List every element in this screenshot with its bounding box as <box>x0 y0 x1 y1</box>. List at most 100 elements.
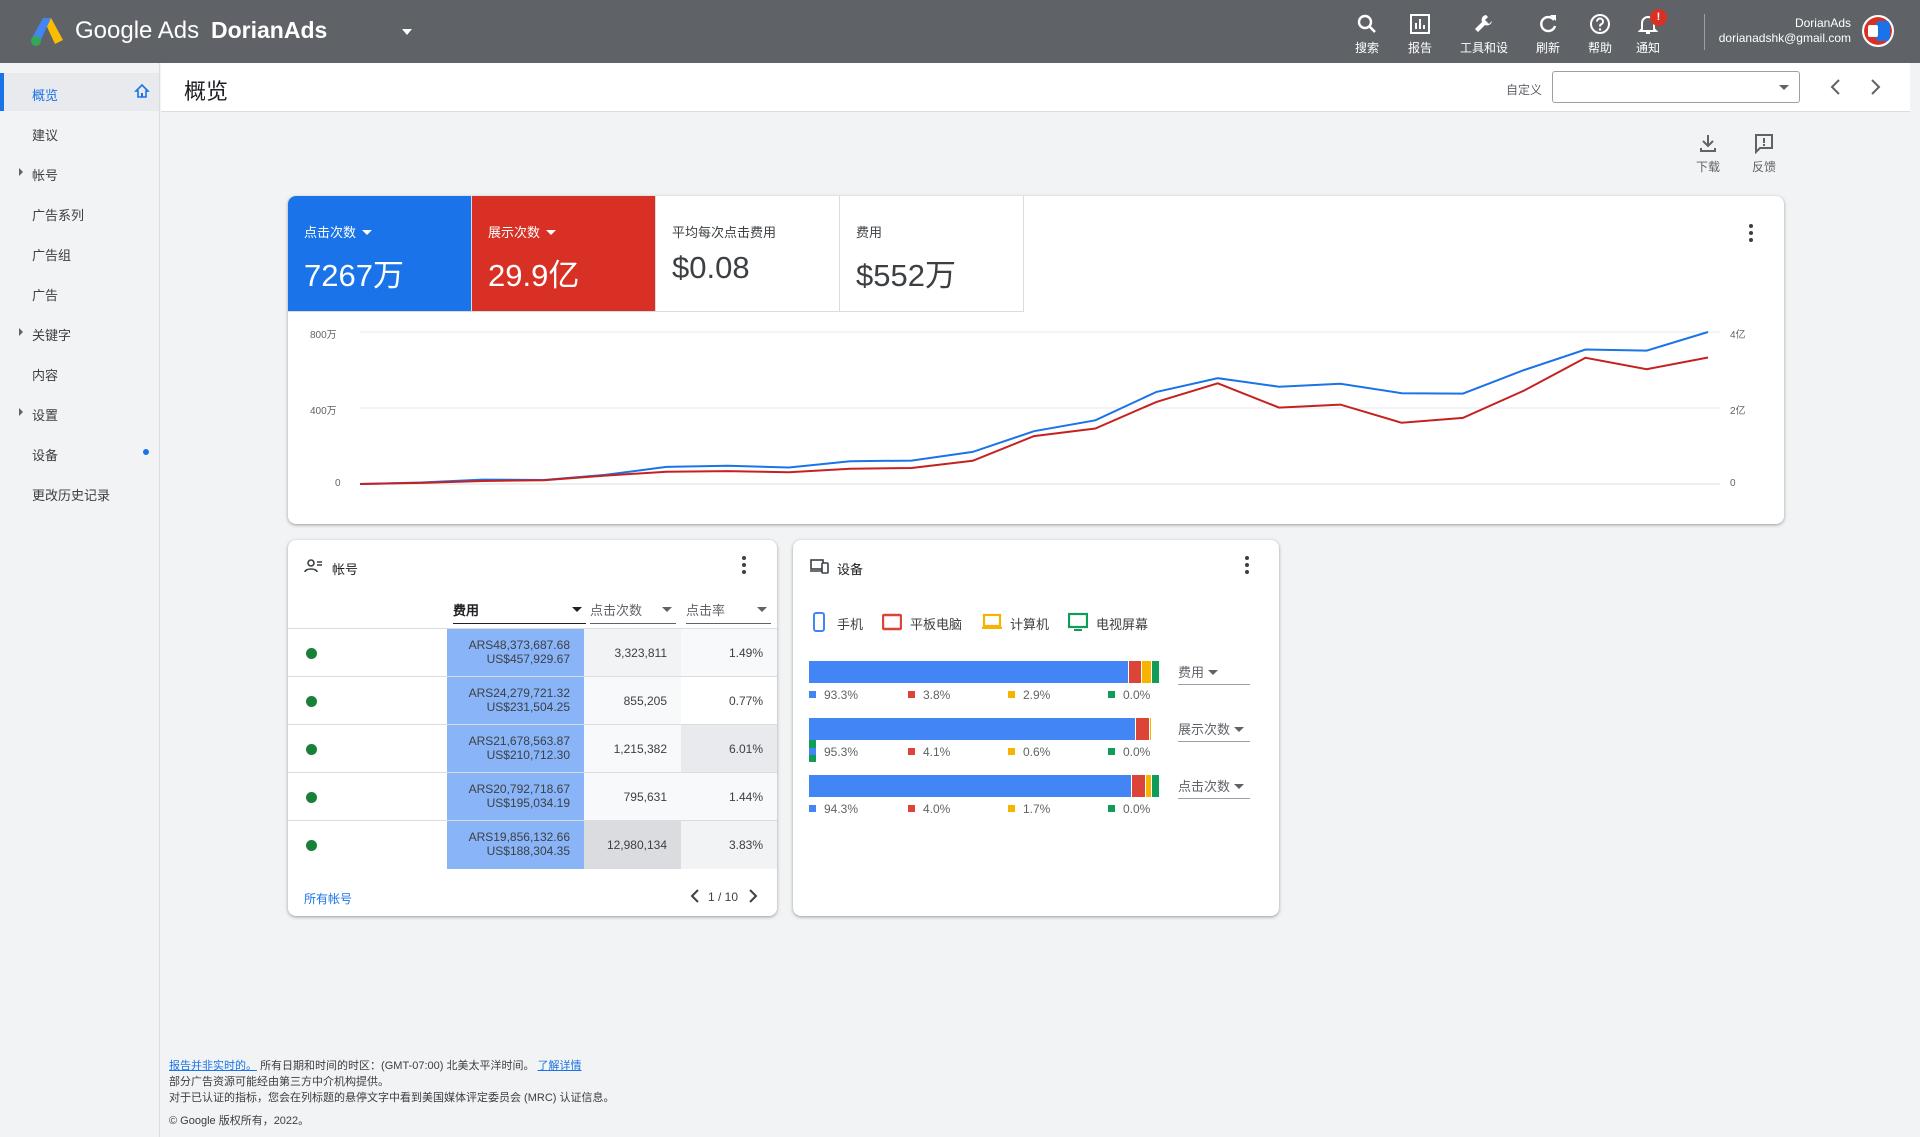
table-row[interactable]: ARS19,856,132.66 US$188,304.35 12,980,134… <box>288 820 777 869</box>
more-options-icon[interactable] <box>1245 556 1249 574</box>
left-axis-tick: 800万 <box>310 330 337 341</box>
more-options-icon[interactable] <box>1749 224 1753 242</box>
metric-dropdown-caret-icon[interactable] <box>546 230 557 235</box>
device-percent-label: 95.3% <box>809 745 858 759</box>
chevron-right-icon[interactable] <box>744 887 760 905</box>
download-icon <box>1700 135 1716 152</box>
feedback-button[interactable]: 反馈 <box>1744 132 1784 175</box>
cost-cell: ARS20,792,718.67 US$195,034.19 <box>447 773 584 821</box>
column-header-clicks[interactable]: 点击次数 <box>590 600 676 624</box>
report-not-realtime-link[interactable]: 报告并非实时的。 <box>169 1060 257 1072</box>
device-percent-label: 4.1% <box>908 745 950 759</box>
status-dot <box>306 696 317 707</box>
toolbar-label: 搜索 <box>1354 41 1379 55</box>
toolbar-refresh-button[interactable]: 刷新 <box>1520 12 1576 56</box>
metric-label: 展示次数 <box>488 225 541 240</box>
metric-cost-tile[interactable]: 费用 $552万 <box>840 196 1024 312</box>
device-percent-label: 93.3% <box>809 688 858 702</box>
sidebar-item-campaigns[interactable]: 广告系列 <box>0 193 159 231</box>
download-button[interactable]: 下载 <box>1688 132 1728 175</box>
account-name[interactable]: DorianAds <box>211 17 328 43</box>
search-icon <box>1357 14 1376 33</box>
cost-cell: ARS24,279,721.32 US$231,504.25 <box>447 677 584 725</box>
device-bar-segment <box>1146 775 1152 797</box>
all-accounts-link[interactable]: 所有帐号 <box>304 892 353 906</box>
chevron-left-icon[interactable] <box>688 887 704 905</box>
metric-dropdown-caret-icon[interactable] <box>362 230 373 235</box>
toolbar-notifications-button[interactable]: 通知 <box>1620 12 1676 56</box>
device-bar-segment <box>1149 718 1153 740</box>
toolbar-divider <box>1704 14 1705 50</box>
performance-card: 点击次数 7267万 展示次数 29.9亿 平均每次点击费用 $0.08 费用 … <box>288 196 1784 524</box>
help-icon <box>1590 14 1610 34</box>
chevron-left-icon[interactable] <box>1824 75 1848 99</box>
learn-more-link[interactable]: 了解详情 <box>537 1060 582 1072</box>
cost-cell: ARS19,856,132.66 US$188,304.35 <box>447 821 584 869</box>
device-metric-select[interactable]: 展示次数 <box>1178 719 1250 742</box>
clicks-cell: 795,631 <box>584 773 681 821</box>
brand-name[interactable]: Google Ads <box>75 17 200 44</box>
avatar[interactable] <box>1862 15 1894 47</box>
ctr-cell: 0.77% <box>681 677 777 725</box>
metric-value: $0.08 <box>672 250 750 285</box>
expand-caret-icon[interactable] <box>19 328 23 336</box>
table-row[interactable]: ARS20,792,718.67 US$195,034.19 795,631 1.… <box>288 772 777 821</box>
status-dot <box>306 744 317 755</box>
expand-caret-icon[interactable] <box>19 168 23 176</box>
sidebar-item-recommendations[interactable]: 建议 <box>0 113 159 151</box>
table-row[interactable]: ARS48,373,687.68 US$457,929.67 3,323,811 … <box>288 628 777 677</box>
account-icon <box>304 559 322 573</box>
dropdown-caret-icon <box>1779 85 1789 90</box>
sidebar-item-label: 更改历史记录 <box>32 488 111 503</box>
clicks-cell: 3,323,811 <box>584 629 681 677</box>
device-percent-label: 4.0% <box>908 802 950 816</box>
metric-avg-cpc-tile[interactable]: 平均每次点击费用 $0.08 <box>656 196 840 312</box>
feedback-label: 反馈 <box>1751 160 1776 174</box>
account-switcher-caret-icon[interactable] <box>402 29 412 35</box>
expand-caret-icon[interactable] <box>19 408 23 416</box>
sidebar-item-change-history[interactable]: 更改历史记录 <box>0 473 159 511</box>
phone-icon <box>813 612 825 632</box>
more-options-icon[interactable] <box>742 556 746 574</box>
table-row[interactable]: ARS21,678,563.87 US$210,712.30 1,215,382 … <box>288 724 777 773</box>
right-axis-tick: 2亿 <box>1730 406 1746 417</box>
metric-impressions-tile[interactable]: 展示次数 29.9亿 <box>472 196 656 312</box>
toolbar-tools-button[interactable]: 工具和设置 <box>1456 12 1512 56</box>
sidebar-item-accounts[interactable]: 帐号 <box>0 153 159 191</box>
column-header-ctr[interactable]: 点击率 <box>686 600 771 624</box>
device-bar-segment <box>1151 661 1159 683</box>
footer-text: 部分广告资源可能经由第三方中介机构提供。 <box>169 1076 389 1088</box>
device-metric-select[interactable]: 点击次数 <box>1178 776 1250 799</box>
toolbar-reports-button[interactable]: 报告 <box>1392 12 1448 56</box>
metric-clicks-tile[interactable]: 点击次数 7267万 <box>288 196 472 312</box>
clicks-cell: 1,215,382 <box>584 725 681 773</box>
device-percent-label: 94.3% <box>809 802 858 816</box>
ctr-cell: 1.44% <box>681 773 777 821</box>
sidebar-item-settings[interactable]: 设置 <box>0 393 159 431</box>
chevron-right-icon[interactable] <box>1863 75 1887 99</box>
device-share-bar[interactable] <box>809 661 1159 683</box>
sidebar-item-content[interactable]: 内容 <box>0 353 159 391</box>
toolbar-help-button[interactable]: 帮助 <box>1572 12 1628 56</box>
sidebar-item-label: 关键字 <box>32 328 72 343</box>
dropdown-caret-icon <box>1234 784 1245 789</box>
sort-caret-icon <box>572 607 582 612</box>
impressions-series-line <box>359 356 1709 485</box>
toolbar-search-button[interactable]: 搜索 <box>1339 12 1395 56</box>
sidebar-item-label: 广告组 <box>32 248 72 263</box>
device-bar-segment <box>809 775 1132 797</box>
table-row[interactable]: ARS24,279,721.32 US$231,504.25 855,205 0.… <box>288 676 777 725</box>
sidebar-item-ads[interactable]: 广告 <box>0 273 159 311</box>
sort-caret-icon <box>662 607 672 612</box>
device-share-bar[interactable] <box>809 775 1159 797</box>
google-ads-logo[interactable] <box>30 16 64 46</box>
device-share-bar[interactable] <box>809 718 1159 762</box>
date-range-select[interactable] <box>1552 71 1800 103</box>
sidebar-item-devices[interactable]: 设备 <box>0 433 159 471</box>
sidebar-item-overview[interactable]: 概览 <box>0 73 159 111</box>
column-header-cost[interactable]: 费用 <box>453 600 586 624</box>
device-metric-select[interactable]: 费用 <box>1178 662 1250 685</box>
sidebar-item-ad-groups[interactable]: 广告组 <box>0 233 159 271</box>
sidebar-item-keywords[interactable]: 关键字 <box>0 313 159 351</box>
cost-cell: ARS48,373,687.68 US$457,929.67 <box>447 629 584 677</box>
